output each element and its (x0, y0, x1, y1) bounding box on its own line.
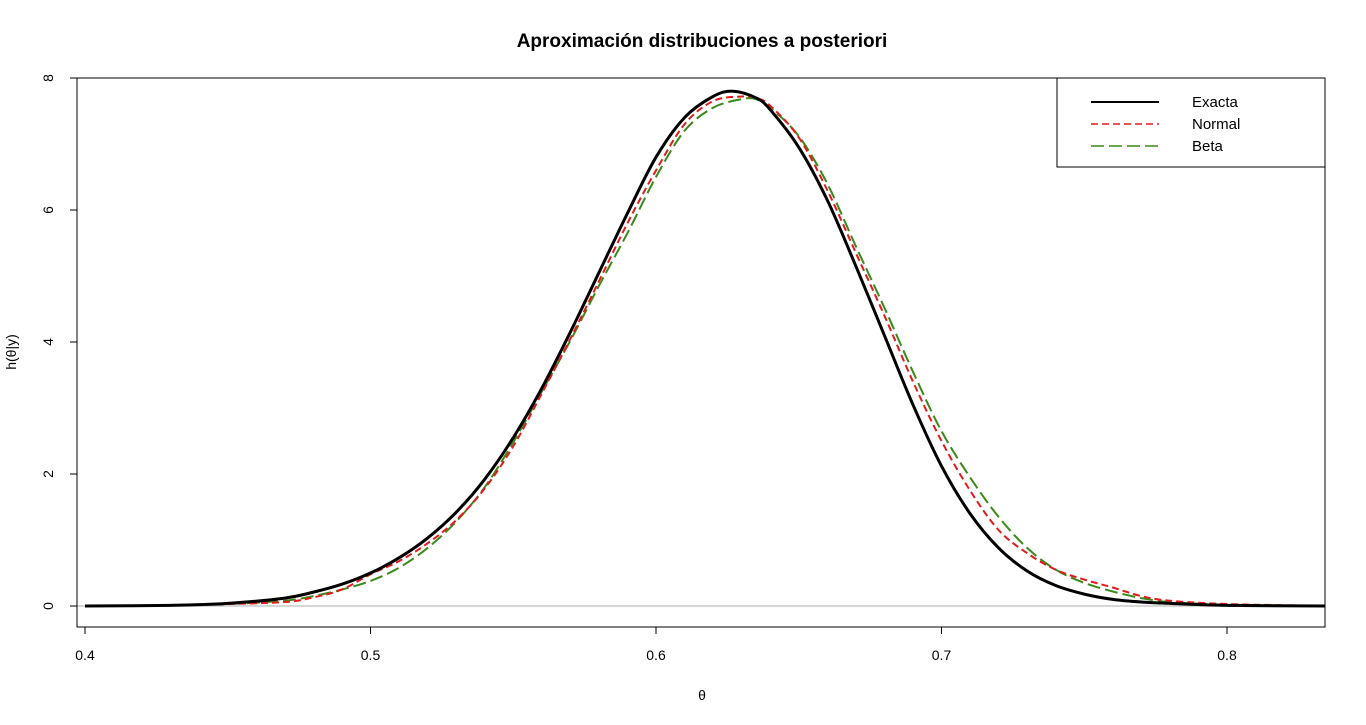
x-axis: 0.4 0.5 0.6 0.7 0.8 (75, 627, 1237, 663)
legend-box (1056, 77, 1326, 168)
legend-label-beta: Beta (1192, 138, 1224, 155)
chart-title: Aproximación distribuciones a posteriori (517, 31, 888, 52)
x-tick-label: 0.6 (646, 647, 666, 663)
y-axis: 0 2 4 6 8 (40, 74, 77, 610)
y-tick-label: 2 (40, 470, 56, 478)
x-tick-label: 0.5 (361, 647, 381, 663)
legend-label-exacta: Exacta (1192, 94, 1239, 111)
x-tick-label: 0.8 (1217, 647, 1237, 663)
series-line-beta (84, 97, 1325, 607)
y-tick-label: 8 (40, 74, 56, 82)
x-tick-label: 0.4 (75, 647, 95, 663)
plot-box (76, 77, 1326, 628)
plot-area (76, 77, 1326, 628)
legend-label-normal: Normal (1192, 116, 1240, 133)
y-axis-label: h(θ|y) (3, 334, 19, 370)
x-tick-label: 0.7 (932, 647, 952, 663)
series-line-normal (84, 95, 1325, 607)
x-axis-label: θ (698, 687, 706, 703)
y-tick-label: 6 (40, 206, 56, 214)
series-line-exacta (84, 89, 1325, 608)
y-tick-label: 0 (40, 602, 56, 610)
legend: Exacta Normal Beta (1056, 77, 1326, 168)
y-tick-label: 4 (40, 338, 56, 346)
